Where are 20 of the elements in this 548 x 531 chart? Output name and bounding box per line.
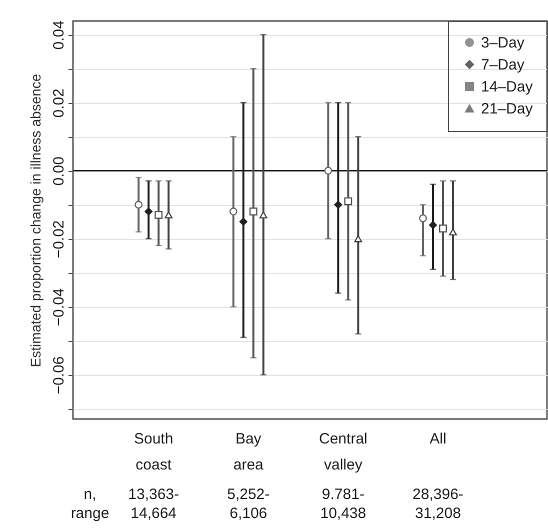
text: 5,252- 6,106	[227, 486, 270, 522]
x-tick-label: All	[430, 430, 446, 448]
y-tick-label: −0.04	[50, 288, 68, 326]
text: n, range	[70, 486, 110, 522]
y-tick-label: −0.06	[50, 356, 68, 394]
legend-label: 3–Day	[481, 34, 525, 52]
x-tick-label: Bay area	[233, 430, 264, 474]
x-tick-label: South coast	[134, 430, 174, 474]
legend-label: 21–Day	[481, 100, 534, 118]
text: 28,396- 31,208	[412, 486, 464, 522]
x-tick-label: Central valley	[319, 430, 368, 474]
y-tick-label: 0.00	[50, 156, 68, 186]
y-tick-label: −0.02	[50, 220, 68, 258]
y-axis-title: Estimated proportion change in illness absence	[28, 74, 44, 368]
legend-label: 14–Day	[481, 78, 534, 96]
y-tick-label: 0.04	[50, 20, 68, 50]
text: 13,363- 14,664	[128, 486, 180, 522]
legend-label: 7–Day	[481, 56, 525, 74]
text: 9.781- 10,438	[320, 486, 366, 522]
y-tick-label: 0.02	[50, 88, 68, 118]
